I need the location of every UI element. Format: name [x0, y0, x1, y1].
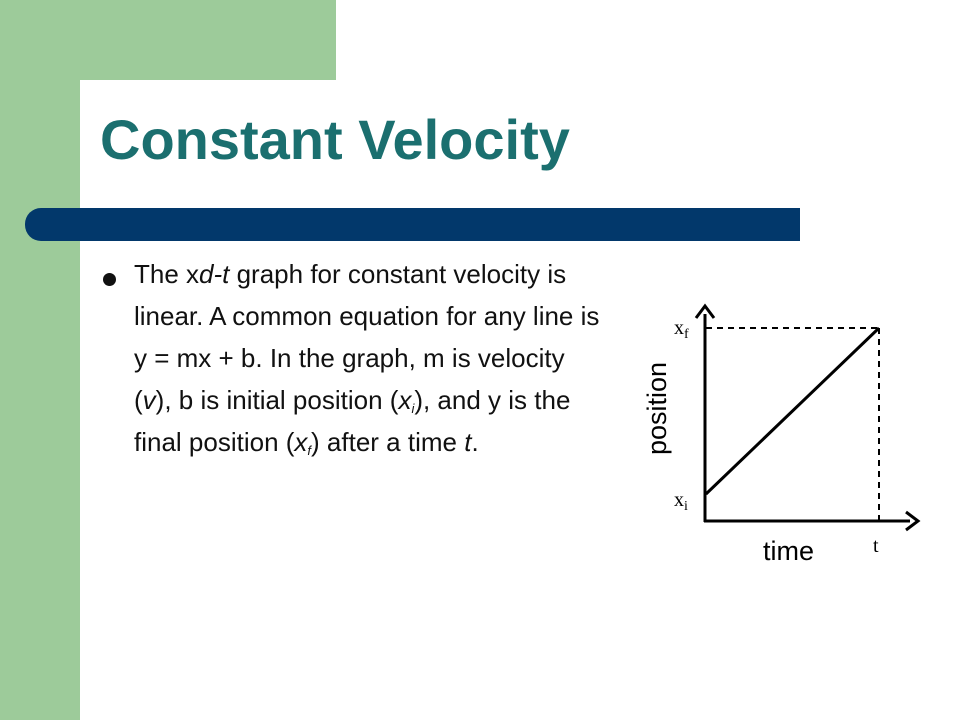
content-corner [80, 80, 200, 200]
text-run: graph for constant velocity is linear. A… [134, 259, 600, 415]
position-time-graph: xf xi t position time [642, 303, 921, 566]
velocity-symbol: v [142, 385, 156, 415]
text-run: ), and y is the final position ( [134, 385, 571, 457]
time-symbol: t [464, 427, 472, 457]
initial-position-symbol: x [398, 385, 412, 415]
xf-label: xf [674, 317, 689, 342]
green-left-band [0, 0, 80, 720]
bullet-text: The xd-t graph for constant velocity is … [134, 253, 604, 463]
x-axis-label: time [763, 536, 814, 566]
t-label: t [873, 535, 879, 557]
y-axis-arrow-icon [694, 303, 716, 319]
bullet-icon [103, 273, 116, 286]
title-underline-bar [25, 208, 800, 241]
xi-label: xi [674, 489, 688, 514]
text-run: ) after a time [311, 427, 465, 457]
text-run: . [471, 427, 479, 457]
position-line [704, 326, 881, 496]
final-position-symbol: x [294, 427, 308, 457]
text-run: The x [134, 259, 200, 289]
text-run: ), b is initial position ( [155, 385, 399, 415]
y-axis-label: position [642, 362, 672, 455]
final-subscript: f [307, 443, 312, 458]
slide-title: Constant Velocity [100, 108, 570, 171]
x-axis-arrow-icon [905, 510, 921, 532]
text-run-italic: d-t [199, 259, 230, 289]
initial-subscript: i [411, 401, 415, 416]
